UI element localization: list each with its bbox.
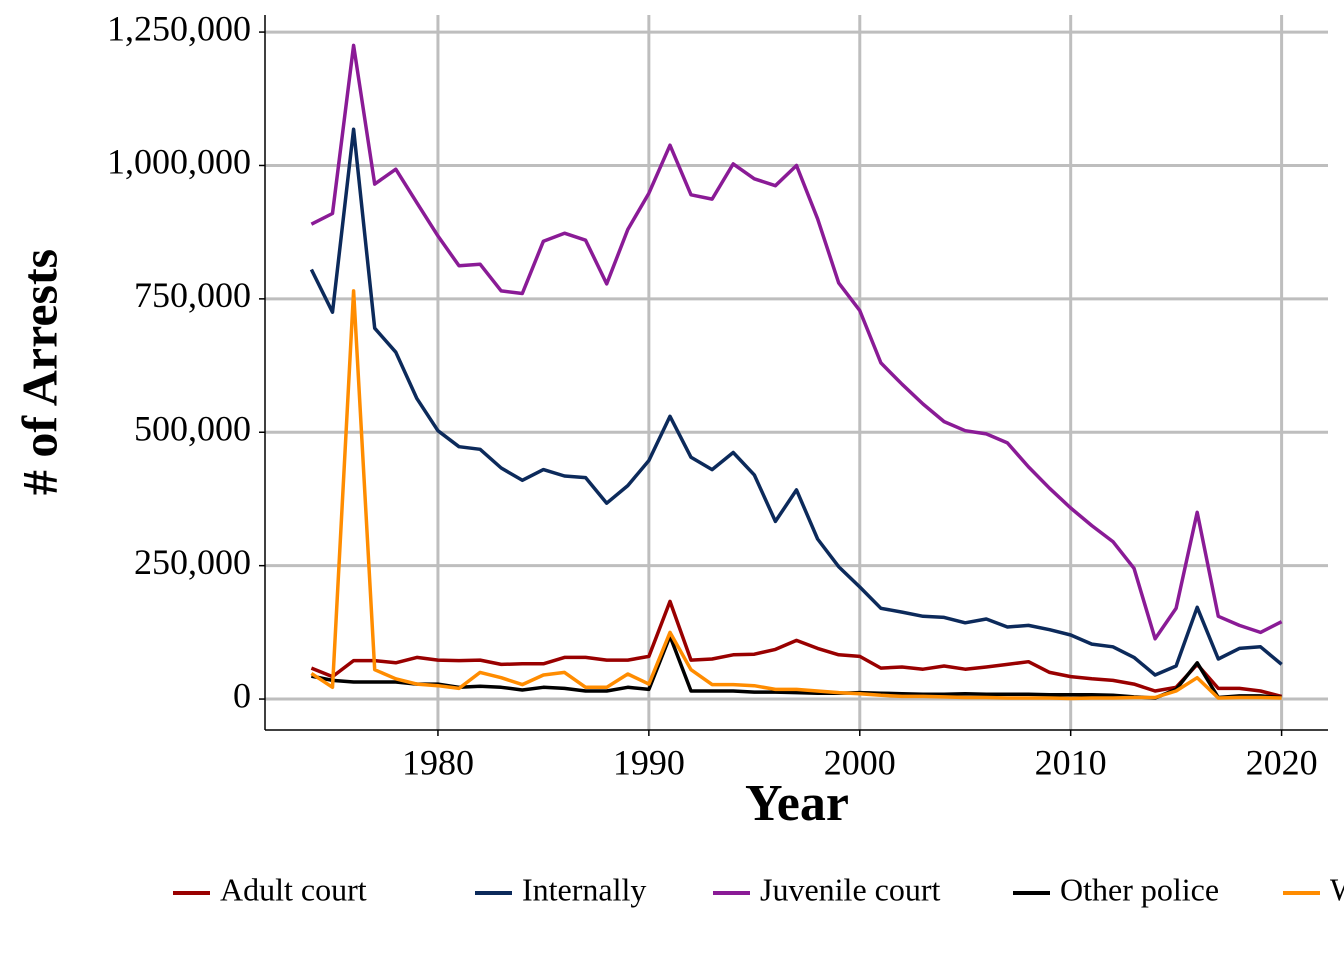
series-line <box>309 127 1283 677</box>
y-tick-label: 250,000 <box>134 542 251 582</box>
x-tick-label: 1990 <box>613 742 685 782</box>
x-tick-label: 1980 <box>402 742 474 782</box>
y-tick-label: 1,250,000 <box>107 8 251 48</box>
legend-label: Other police <box>1060 871 1219 907</box>
legend-label: Internally <box>522 871 646 907</box>
y-axis-title: # of Arrests <box>11 249 67 495</box>
series-line <box>310 289 1282 701</box>
x-tick-label: 2020 <box>1246 742 1318 782</box>
x-tick-label: 2000 <box>824 742 896 782</box>
x-tick-label: 2010 <box>1035 742 1107 782</box>
series-line <box>310 43 1283 641</box>
legend-label: Juvenile court <box>760 871 941 907</box>
legend-label: W <box>1330 871 1344 907</box>
x-axis-title: Year <box>745 775 849 832</box>
y-tick-label: 750,000 <box>134 275 251 315</box>
y-tick-label: 1,000,000 <box>107 142 251 182</box>
series-line <box>311 634 1282 700</box>
y-tick-label: 500,000 <box>134 409 251 449</box>
series-line <box>310 599 1283 699</box>
y-tick-label: 0 <box>233 675 251 715</box>
legend-label: Adult court <box>220 871 367 907</box>
